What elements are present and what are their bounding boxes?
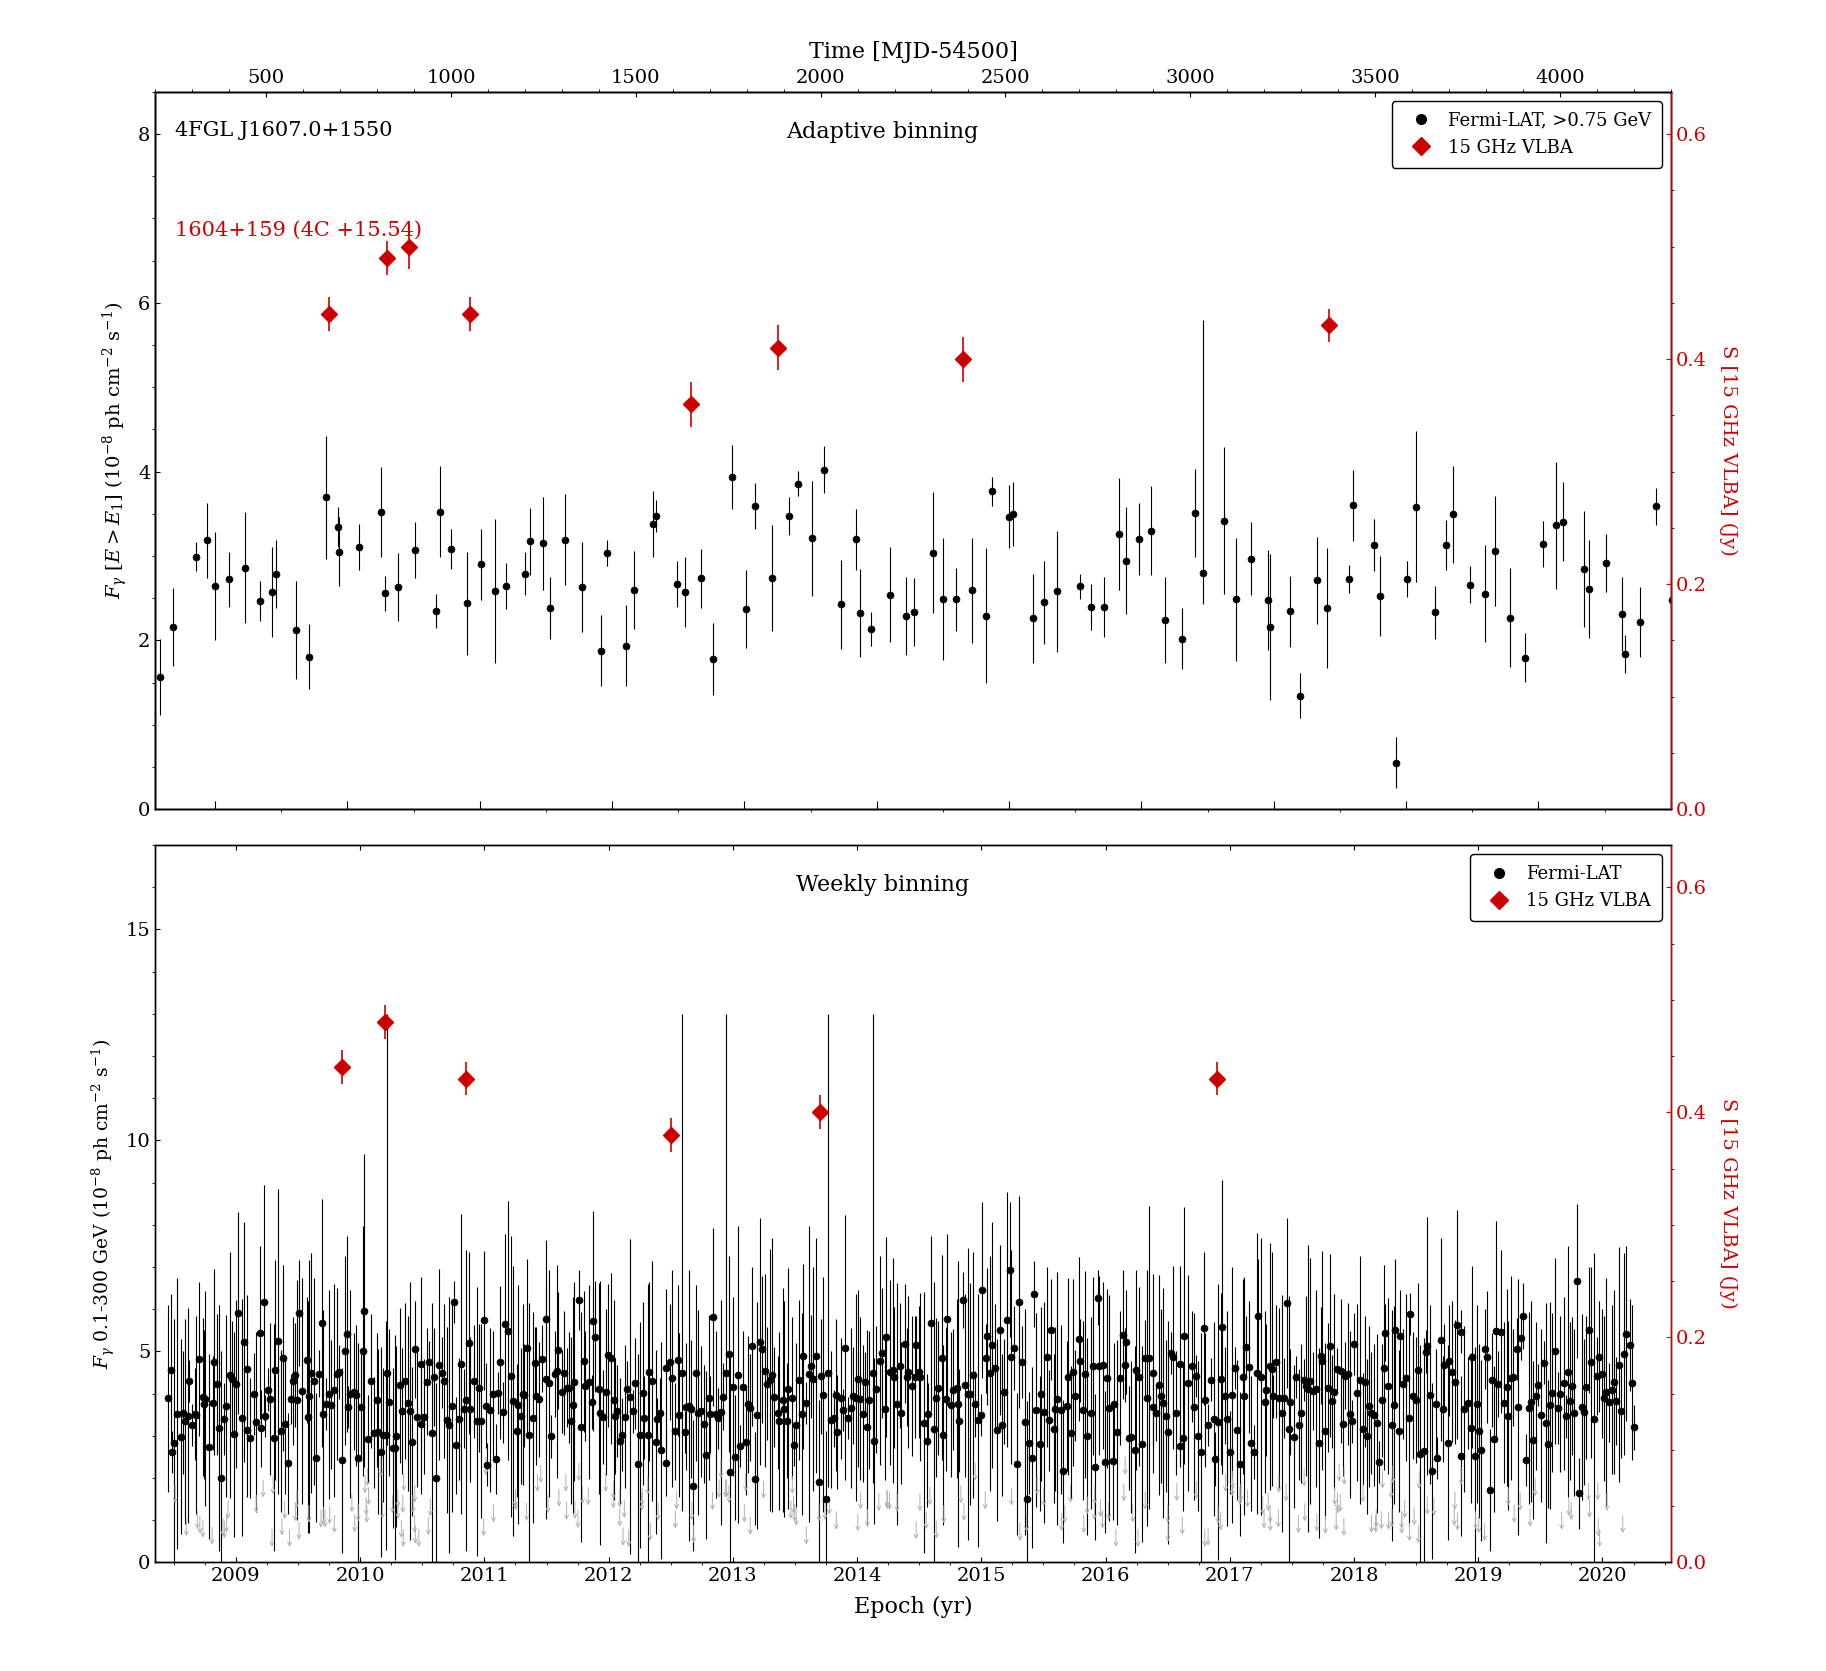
Y-axis label: S [15 GHz VLBA] (Jy): S [15 GHz VLBA] (Jy) bbox=[1718, 346, 1737, 556]
Y-axis label: $F_{\gamma}$ $[E$$>$$E_1]$ $(10^{-8}$ ph cm$^{-2}$ s$^{-1})$: $F_{\gamma}$ $[E$$>$$E_1]$ $(10^{-8}$ ph… bbox=[100, 302, 130, 600]
X-axis label: Epoch (yr): Epoch (yr) bbox=[855, 1596, 971, 1619]
X-axis label: Time [MJD-54500]: Time [MJD-54500] bbox=[809, 40, 1017, 63]
Y-axis label: S [15 GHz VLBA] (Jy): S [15 GHz VLBA] (Jy) bbox=[1718, 1098, 1737, 1308]
Text: Adaptive binning: Adaptive binning bbox=[787, 120, 979, 142]
Text: 1604+159 (4C +15.54): 1604+159 (4C +15.54) bbox=[175, 221, 422, 241]
Text: 4FGL J1607.0+1550: 4FGL J1607.0+1550 bbox=[175, 120, 393, 140]
Legend: Fermi-LAT, >0.75 GeV, 15 GHz VLBA: Fermi-LAT, >0.75 GeV, 15 GHz VLBA bbox=[1391, 100, 1662, 167]
Legend: Fermi-LAT, 15 GHz VLBA: Fermi-LAT, 15 GHz VLBA bbox=[1470, 854, 1662, 921]
Text: Weekly binning: Weekly binning bbox=[796, 874, 970, 896]
Y-axis label: $F_{\gamma}$ 0.1-300 GeV $(10^{-8}$ ph cm$^{-2}$ s$^{-1})$: $F_{\gamma}$ 0.1-300 GeV $(10^{-8}$ ph c… bbox=[89, 1039, 117, 1369]
